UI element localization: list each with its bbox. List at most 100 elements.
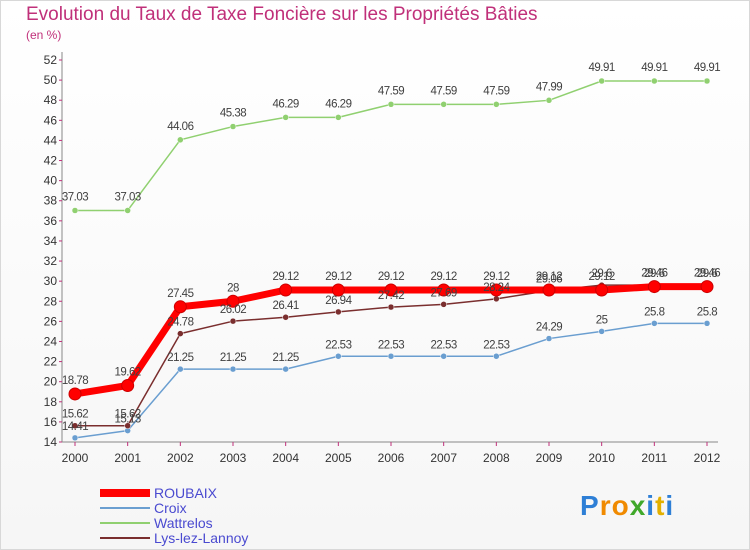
legend-label: Lys-lez-Lannoy bbox=[154, 530, 249, 546]
data-label: 26.41 bbox=[273, 300, 299, 312]
data-point bbox=[545, 335, 553, 342]
data-point bbox=[335, 308, 342, 316]
y-tick-label: 22 bbox=[44, 355, 58, 369]
data-label: 25.8 bbox=[697, 306, 717, 318]
x-tick-label: 2007 bbox=[430, 451, 457, 465]
y-tick-label: 42 bbox=[44, 154, 58, 168]
x-tick-label: 2005 bbox=[325, 451, 352, 465]
data-label: 28.24 bbox=[483, 282, 510, 294]
data-point bbox=[545, 97, 553, 104]
data-point bbox=[387, 303, 395, 311]
legend-swatch bbox=[100, 537, 150, 539]
y-tick-label: 50 bbox=[44, 73, 58, 87]
data-label: 46.29 bbox=[273, 98, 299, 110]
data-label: 44.06 bbox=[167, 121, 193, 133]
data-label: 46.29 bbox=[325, 98, 351, 110]
data-point bbox=[387, 101, 395, 108]
data-label: 27.45 bbox=[167, 288, 193, 300]
data-label: 14.41 bbox=[62, 421, 88, 433]
y-tick-label: 32 bbox=[44, 254, 58, 268]
data-point bbox=[177, 136, 184, 144]
data-label: 29.6 bbox=[591, 268, 611, 280]
data-point bbox=[489, 283, 503, 297]
x-tick-label: 2001 bbox=[114, 451, 141, 465]
data-label: 29.12 bbox=[325, 271, 351, 283]
logo-letter: i bbox=[665, 490, 675, 521]
data-label: 15.62 bbox=[62, 409, 88, 421]
data-point bbox=[493, 295, 500, 303]
data-label: 49.91 bbox=[694, 62, 720, 74]
data-label: 15.13 bbox=[115, 414, 141, 426]
data-label: 28 bbox=[227, 282, 239, 294]
y-tick-label: 26 bbox=[44, 314, 58, 328]
data-label: 37.03 bbox=[115, 191, 141, 203]
data-point bbox=[598, 77, 605, 85]
data-label: 49.91 bbox=[589, 62, 615, 74]
data-point bbox=[651, 77, 658, 85]
data-label: 24.78 bbox=[167, 317, 193, 329]
data-point bbox=[282, 313, 289, 321]
data-label: 47.59 bbox=[483, 85, 509, 97]
data-label: 18.78 bbox=[62, 375, 88, 387]
data-point bbox=[177, 330, 184, 337]
data-point bbox=[703, 320, 711, 327]
data-label: 29.46 bbox=[641, 268, 667, 280]
y-tick-label: 14 bbox=[44, 435, 58, 449]
logo-letter: t bbox=[655, 490, 666, 521]
data-point bbox=[493, 353, 500, 360]
data-label: 24.29 bbox=[536, 322, 562, 334]
chart-title: Evolution du Taux de Taxe Foncière sur l… bbox=[26, 4, 538, 25]
data-label: 26.02 bbox=[220, 304, 246, 316]
data-label: 29.12 bbox=[378, 271, 404, 283]
data-label: 29.12 bbox=[536, 271, 562, 283]
data-point bbox=[703, 77, 711, 85]
data-point bbox=[282, 114, 289, 121]
x-tick-label: 2006 bbox=[378, 451, 405, 465]
data-point bbox=[647, 280, 661, 294]
data-label: 25.8 bbox=[644, 306, 664, 318]
y-tick-label: 38 bbox=[44, 194, 58, 208]
data-label: 45.38 bbox=[220, 108, 246, 120]
data-label: 19.62 bbox=[115, 367, 141, 379]
data-label: 21.25 bbox=[273, 352, 299, 364]
data-point bbox=[437, 283, 451, 297]
y-tick-label: 34 bbox=[44, 234, 58, 248]
y-tick-label: 30 bbox=[44, 274, 58, 288]
legend-label: Croix bbox=[154, 500, 187, 516]
data-label: 21.25 bbox=[220, 352, 246, 364]
data-point bbox=[493, 101, 500, 108]
data-label: 22.53 bbox=[431, 339, 457, 351]
data-point bbox=[68, 387, 82, 401]
y-tick-label: 18 bbox=[44, 395, 58, 409]
x-tick-label: 2010 bbox=[588, 451, 615, 465]
data-label: 47.59 bbox=[431, 85, 457, 97]
data-label: 49.91 bbox=[641, 62, 667, 74]
logo-letter: r bbox=[599, 490, 612, 521]
legend-swatch bbox=[100, 507, 150, 509]
data-point bbox=[124, 207, 131, 214]
data-label: 27.69 bbox=[431, 287, 457, 299]
data-label: 29.12 bbox=[589, 271, 615, 283]
data-label: 29.06 bbox=[536, 274, 562, 286]
data-point bbox=[71, 422, 79, 429]
data-label: 21.25 bbox=[167, 352, 193, 364]
x-tick-label: 2000 bbox=[62, 451, 89, 465]
data-label: 37.03 bbox=[62, 191, 88, 203]
data-label: 29.12 bbox=[431, 271, 457, 283]
data-point bbox=[177, 365, 184, 373]
x-tick-label: 2011 bbox=[641, 451, 667, 465]
data-label: 27.42 bbox=[378, 290, 404, 302]
data-point bbox=[595, 283, 609, 297]
data-label: 29.12 bbox=[273, 271, 299, 283]
data-point bbox=[282, 365, 289, 373]
data-point bbox=[71, 434, 79, 442]
y-tick-label: 36 bbox=[44, 214, 58, 228]
data-point bbox=[331, 283, 345, 297]
y-tick-label: 20 bbox=[44, 375, 58, 389]
chart-subtitle: (en %) bbox=[26, 28, 62, 42]
x-tick-label: 2012 bbox=[694, 451, 721, 465]
data-point bbox=[335, 353, 342, 360]
data-point bbox=[173, 300, 187, 314]
legend-swatch bbox=[100, 489, 150, 497]
proxiti-logo: Proxiti bbox=[580, 490, 674, 522]
